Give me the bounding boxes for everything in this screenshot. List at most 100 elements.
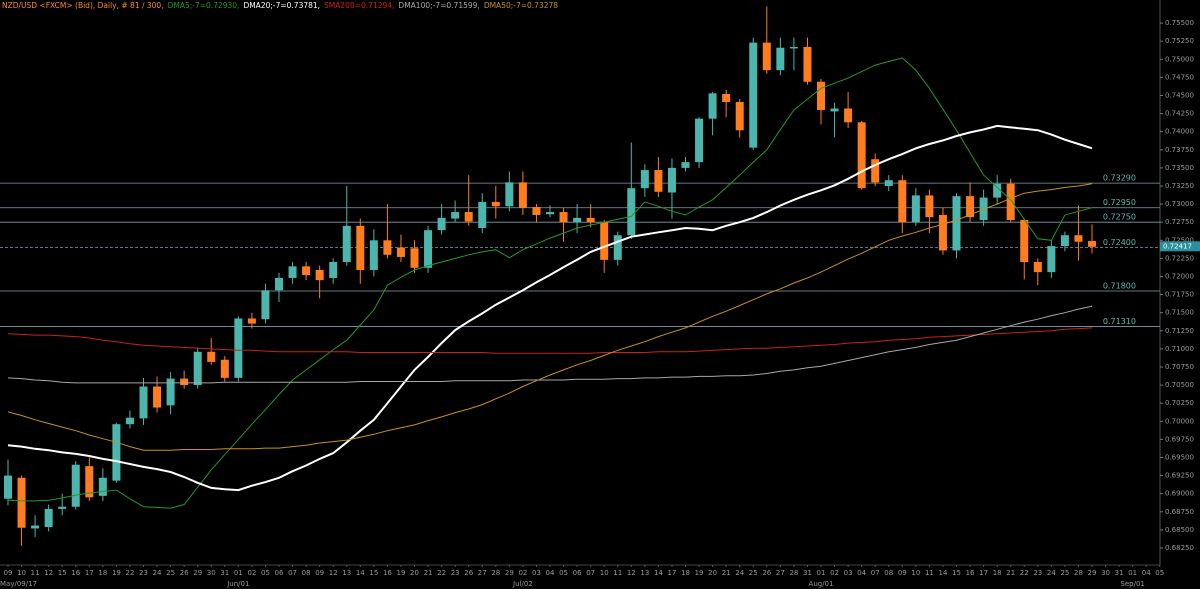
x-tick-label: 15 [58, 569, 67, 577]
y-tick-label: 0.74000 [1165, 128, 1194, 136]
candle-body [1033, 262, 1042, 273]
x-tick-label: 29 [1088, 569, 1097, 577]
candle-body [898, 180, 907, 223]
x-tick-label: 01 [234, 569, 243, 577]
x-tick-label: 25 [749, 569, 758, 577]
y-tick-label: 0.72750 [1165, 218, 1194, 226]
candle-body [478, 201, 487, 228]
candle-body [749, 42, 758, 148]
x-tick-label: 07 [586, 569, 595, 577]
x-tick-label: 26 [762, 569, 771, 577]
x-tick-label: 08 [884, 569, 893, 577]
x-tick-label: 09 [4, 569, 13, 577]
x-tick-label: 31 [1115, 569, 1124, 577]
ma-line [7, 57, 1093, 509]
y-tick-label: 0.69250 [1165, 472, 1194, 480]
chart-title: NZD/USD <FXCM> (Bid), Daily, # 81 / 300, [2, 1, 164, 10]
y-tick-label: 0.69000 [1165, 490, 1194, 498]
candle-body [207, 351, 216, 362]
x-tick-label: 27 [776, 569, 785, 577]
y-tick-label: 0.72000 [1165, 272, 1194, 280]
x-tick-label: 18 [681, 569, 690, 577]
candle-body [993, 183, 1002, 198]
x-tick-label: 02 [518, 569, 527, 577]
x-tick-label: 25 [166, 569, 175, 577]
candle-body [234, 318, 243, 378]
candle-body [451, 212, 460, 219]
x-tick-label: 17 [979, 569, 988, 577]
x-tick-label: 19 [112, 569, 121, 577]
x-tick-label: 06 [275, 569, 284, 577]
y-tick-label: 0.73000 [1165, 200, 1194, 208]
x-tick-label: 13 [342, 569, 351, 577]
x-tick-label: 03 [532, 569, 541, 577]
x-tick-label: 16 [383, 569, 392, 577]
y-tick-label: 0.72500 [1165, 236, 1194, 244]
candle-body [31, 525, 40, 529]
y-tick-label: 0.75500 [1165, 19, 1194, 27]
candle-body [356, 225, 365, 270]
candle-body [329, 262, 338, 278]
x-tick-label: 14 [356, 569, 365, 577]
x-tick-label: 26 [464, 569, 473, 577]
y-tick-label: 0.72250 [1165, 254, 1194, 262]
candle-body [911, 195, 920, 223]
candle-body [735, 102, 744, 131]
candle-body [762, 42, 771, 71]
ma-line [7, 124, 1093, 492]
candle-body [573, 217, 582, 223]
candle-body [342, 225, 351, 263]
x-tick-label: 04 [1142, 569, 1151, 577]
candle-body [789, 46, 798, 49]
x-tick-label: 11 [925, 569, 934, 577]
candle-body [180, 378, 189, 386]
candle-body [464, 212, 473, 222]
x-tick-label: 11 [31, 569, 40, 577]
level-label: 0.71800 [1103, 281, 1136, 290]
x-tick-label: 21 [722, 569, 731, 577]
candle-body [315, 269, 324, 281]
candle-body [424, 230, 433, 268]
level-label: 0.72400 [1103, 238, 1136, 247]
level-label: 0.71310 [1103, 317, 1136, 326]
candle-body [518, 182, 527, 208]
x-tick-label: 30 [207, 569, 216, 577]
candle-body [44, 508, 53, 527]
x-tick-label: 22 [437, 569, 446, 577]
x-tick-label: 24 [735, 569, 744, 577]
period-label: Aug/01 [809, 580, 834, 588]
x-tick-label: 03 [844, 569, 853, 577]
candle-body [58, 506, 67, 509]
x-tick-label: 19 [695, 569, 704, 577]
candle-body [4, 475, 12, 499]
y-tick-label: 0.69750 [1165, 435, 1194, 443]
x-tick-label: 05 [261, 569, 270, 577]
x-tick-label: 12 [329, 569, 338, 577]
x-tick-label: 20 [708, 569, 717, 577]
x-tick-label: 05 [1155, 569, 1164, 577]
candle-body [776, 47, 785, 71]
legend-entry: SMA200=0.71294, [324, 1, 394, 10]
level-label: 0.72750 [1103, 213, 1136, 222]
candle-body [220, 359, 229, 378]
y-tick-label: 0.69500 [1165, 453, 1194, 461]
ma-line [7, 305, 1093, 384]
x-tick-label: 05 [559, 569, 568, 577]
x-tick-label: 24 [153, 569, 162, 577]
candle-body [884, 180, 893, 186]
x-tick-label: 02 [247, 569, 256, 577]
x-tick-label: 04 [857, 569, 866, 577]
y-tick-label: 0.75000 [1165, 55, 1194, 63]
x-tick-label: 21 [1006, 569, 1015, 577]
x-tick-label: 31 [803, 569, 812, 577]
x-tick-label: 26 [180, 569, 189, 577]
y-tick-label: 0.71250 [1165, 327, 1194, 335]
x-tick-label: 01 [1128, 569, 1137, 577]
candle-body [532, 206, 541, 215]
x-tick-label: 16 [71, 569, 80, 577]
candle-body [396, 247, 405, 257]
x-tick-label: 10 [17, 569, 26, 577]
candle-body [857, 122, 866, 189]
candle-body [559, 212, 568, 223]
